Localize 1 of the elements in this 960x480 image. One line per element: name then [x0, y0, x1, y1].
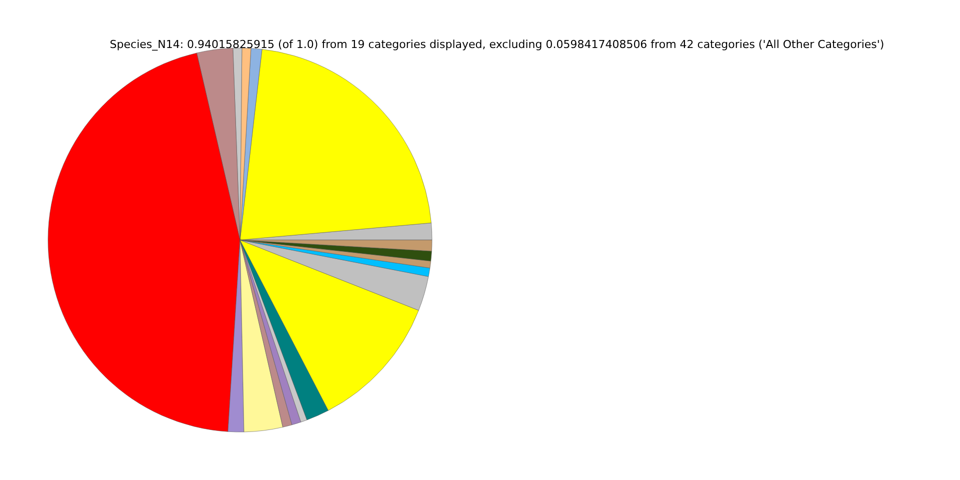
text: Species_N14: 0.94015825915 (of 1.0) from 19 categories displayed, excluding 0.0598417408506 from 42 categories ('All Other Categories') [110, 38, 884, 51]
